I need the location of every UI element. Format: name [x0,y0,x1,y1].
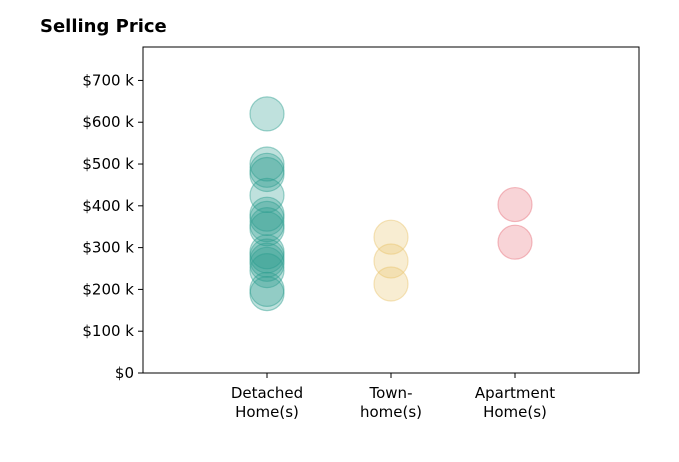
data-point [249,238,285,274]
plot-area-frame [142,46,640,374]
x-tick-label: Apartment Home(s) [475,384,555,421]
x-tick-label-line: Home(s) [235,403,299,421]
x-tick-label-line: home(s) [360,403,422,421]
data-point [249,234,285,270]
data-point [249,271,285,308]
data-point [249,152,285,188]
x-axis: Detached Home(s)Town-home(s)Apartment Home… [231,373,555,421]
x-tick-label-line: Home(s) [483,403,547,421]
y-tick-label: $400 k [82,197,134,215]
data-point [249,207,285,243]
y-tick-label: $500 k [82,155,134,173]
data-point [373,266,409,302]
y-tick-label: $300 k [82,239,134,257]
data-point [249,146,285,182]
data-point [373,219,409,255]
y-tick-label: $0 [115,364,134,382]
points-layer [249,96,533,312]
data-point [249,200,285,236]
x-tick-label: Detached Home(s) [231,384,303,421]
data-point [249,253,285,289]
x-tick-label-line: Apartment [475,384,555,402]
y-tick-label: $700 k [82,71,134,89]
series-0 [249,96,285,312]
data-point [497,224,533,260]
y-tick-label: $200 k [82,280,134,298]
series-1 [373,219,409,302]
x-tick-label-line: Detached [231,384,303,402]
y-axis: $0 $100 k $200 k $300 k $400 k $500 k $600 k $7… [82,71,143,382]
data-point [249,211,285,247]
y-tick-label: $600 k [82,113,134,131]
data-point [497,186,533,223]
x-tick-label: Town-home(s) [360,384,422,421]
data-point [249,275,285,312]
x-tick-label-line: Town- [369,384,413,402]
data-point [249,242,285,278]
data-point [249,196,285,232]
chart-title: Selling Price [40,16,167,37]
data-point [249,156,285,193]
data-point [373,243,409,279]
data-point [249,246,285,282]
data-point [249,177,285,213]
y-tick-label: $100 k [82,322,134,340]
data-point [249,96,285,132]
series-2 [497,186,533,260]
